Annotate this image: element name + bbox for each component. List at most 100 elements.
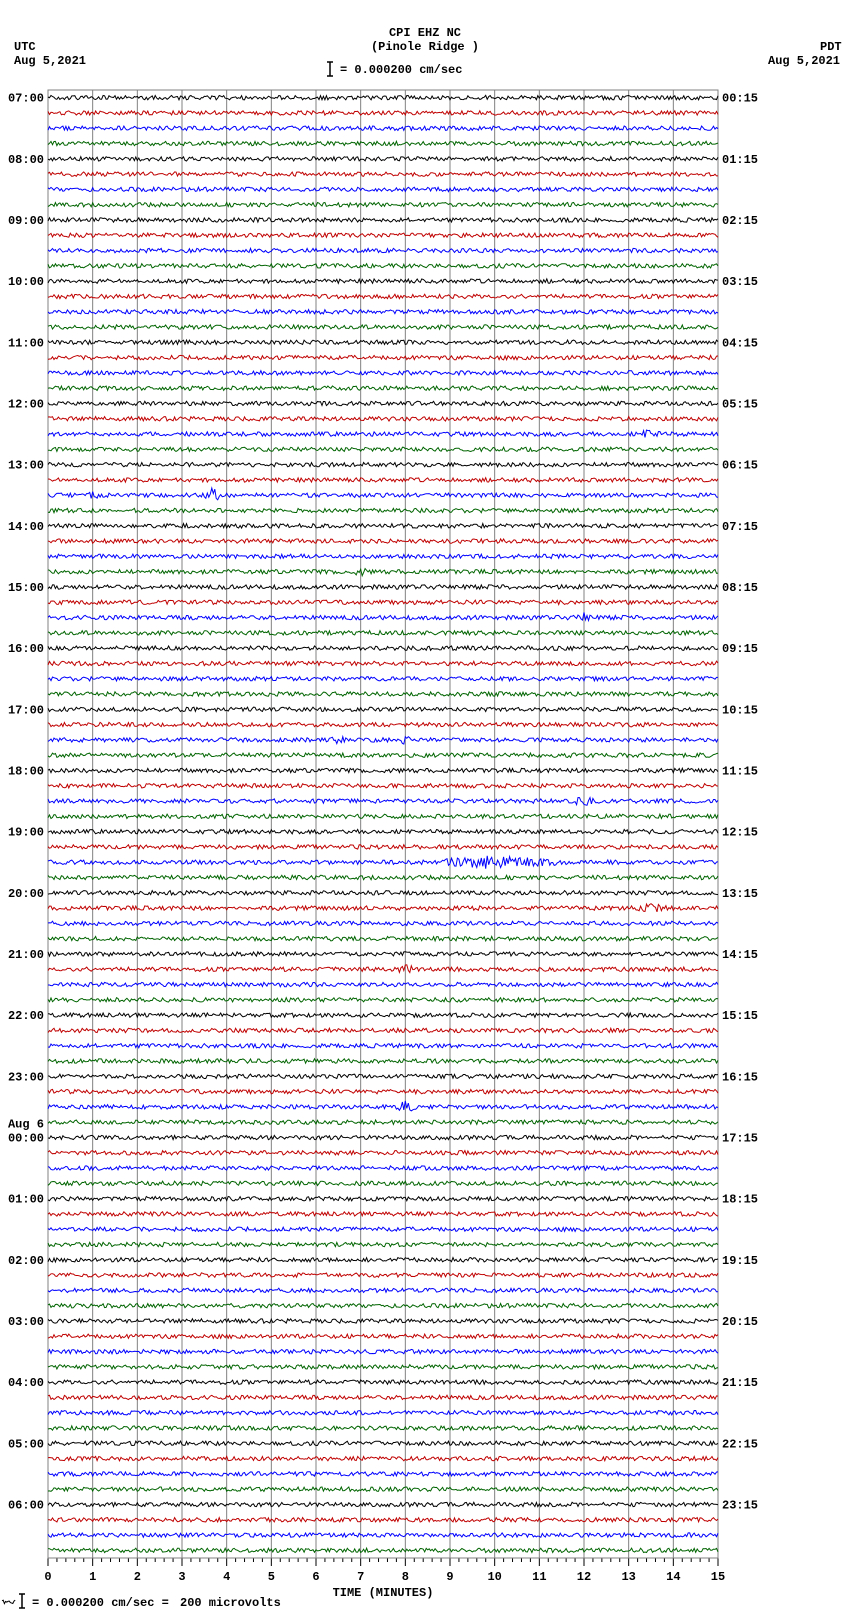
x-tick-label: 11 bbox=[532, 1570, 546, 1584]
left-hour-label: 13:00 bbox=[8, 459, 44, 473]
x-tick-label: 2 bbox=[134, 1570, 141, 1584]
seismic-trace bbox=[48, 1197, 718, 1201]
footer-noise-icon bbox=[2, 1600, 15, 1603]
left-hour-label: 20:00 bbox=[8, 887, 44, 901]
right-hour-label: 19:15 bbox=[722, 1254, 758, 1268]
seismic-trace bbox=[48, 965, 718, 973]
seismic-trace bbox=[48, 401, 718, 405]
seismic-trace bbox=[48, 141, 718, 145]
seismic-trace bbox=[48, 631, 718, 635]
seismic-trace bbox=[48, 1013, 718, 1017]
station-label: CPI EHZ NC bbox=[389, 26, 461, 40]
seismic-trace bbox=[48, 998, 718, 1002]
plot-frame bbox=[48, 90, 718, 1558]
scale-label: = 0.000200 cm/sec bbox=[340, 63, 462, 77]
left-hour-label: 12:00 bbox=[8, 397, 44, 411]
date-right-label: Aug 5,2021 bbox=[768, 54, 840, 68]
seismic-trace bbox=[48, 921, 718, 925]
seismic-trace bbox=[48, 875, 718, 879]
seismic-trace bbox=[48, 891, 718, 895]
seismic-trace bbox=[48, 554, 718, 558]
seismic-trace bbox=[48, 1548, 718, 1552]
x-axis-label: TIME (MINUTES) bbox=[333, 1586, 434, 1600]
left-hour-label: 04:00 bbox=[8, 1376, 44, 1390]
right-hour-label: 01:15 bbox=[722, 153, 758, 167]
location-label: (Pinole Ridge ) bbox=[371, 40, 479, 54]
seismic-trace bbox=[48, 233, 718, 237]
x-tick-label: 12 bbox=[577, 1570, 591, 1584]
left-hour-label: 08:00 bbox=[8, 153, 44, 167]
left-hour-label: 19:00 bbox=[8, 826, 44, 840]
seismic-trace bbox=[48, 430, 718, 437]
seismic-trace bbox=[48, 264, 718, 268]
left-hour-label: 17:00 bbox=[8, 703, 44, 717]
right-hour-label: 11:15 bbox=[722, 764, 758, 778]
right-hour-label: 06:15 bbox=[722, 459, 758, 473]
right-hour-label: 18:15 bbox=[722, 1193, 758, 1207]
left-hour-label: 06:00 bbox=[8, 1498, 44, 1512]
right-hour-label: 15:15 bbox=[722, 1009, 758, 1023]
x-tick-label: 0 bbox=[44, 1570, 51, 1584]
x-tick-label: 13 bbox=[621, 1570, 635, 1584]
seismic-trace bbox=[48, 1120, 718, 1124]
seismic-trace bbox=[48, 1135, 718, 1139]
seismic-trace bbox=[48, 784, 718, 788]
seismic-trace bbox=[48, 646, 718, 650]
left-hour-label: 18:00 bbox=[8, 764, 44, 778]
right-hour-label: 08:15 bbox=[722, 581, 758, 595]
seismic-trace bbox=[48, 172, 718, 176]
right-hour-label: 00:15 bbox=[722, 92, 758, 106]
seismic-trace bbox=[48, 1365, 718, 1369]
x-tick-label: 15 bbox=[711, 1570, 725, 1584]
seismic-trace bbox=[48, 294, 718, 298]
seismic-trace bbox=[48, 1101, 718, 1111]
left-hour-label: 21:00 bbox=[8, 948, 44, 962]
seismogram-svg: CPI EHZ NC(Pinole Ridge ) = 0.000200 cm/s… bbox=[0, 0, 850, 1613]
seismic-trace bbox=[48, 1151, 718, 1155]
seismic-trace bbox=[48, 462, 718, 466]
seismic-trace bbox=[48, 1166, 718, 1170]
x-tick-label: 14 bbox=[666, 1570, 680, 1584]
seismic-trace bbox=[48, 814, 718, 818]
left-hour-label: 11:00 bbox=[8, 336, 44, 350]
right-hour-label: 17:15 bbox=[722, 1131, 758, 1145]
x-tick-label: 5 bbox=[268, 1570, 275, 1584]
date-left-label: Aug 5,2021 bbox=[14, 54, 86, 68]
seismic-trace bbox=[48, 1181, 718, 1185]
x-tick-label: 1 bbox=[89, 1570, 96, 1584]
seismic-trace bbox=[48, 95, 718, 99]
seismic-trace bbox=[48, 768, 718, 772]
tz-left-label: UTC bbox=[14, 40, 36, 54]
date-break-label: Aug 6 bbox=[8, 1117, 44, 1131]
right-hour-label: 07:15 bbox=[722, 520, 758, 534]
right-hour-label: 10:15 bbox=[722, 703, 758, 717]
seismic-trace bbox=[48, 737, 718, 744]
x-tick-label: 7 bbox=[357, 1570, 364, 1584]
seismic-trace bbox=[48, 600, 718, 604]
seismic-trace bbox=[48, 539, 718, 543]
seismic-trace bbox=[48, 1411, 718, 1415]
seismic-trace bbox=[48, 524, 718, 528]
left-hour-label: 09:00 bbox=[8, 214, 44, 228]
seismic-trace bbox=[48, 1212, 718, 1216]
left-hour-label: 22:00 bbox=[8, 1009, 44, 1023]
left-hour-label: 10:00 bbox=[8, 275, 44, 289]
seismic-trace bbox=[48, 982, 718, 986]
left-hour-label: 16:00 bbox=[8, 642, 44, 656]
seismic-trace bbox=[48, 722, 718, 726]
seismic-trace bbox=[48, 1472, 718, 1476]
right-hour-label: 13:15 bbox=[722, 887, 758, 901]
seismic-trace bbox=[48, 1426, 718, 1430]
right-hour-label: 12:15 bbox=[722, 826, 758, 840]
seismic-trace bbox=[48, 1074, 718, 1078]
seismic-trace bbox=[48, 612, 718, 620]
x-tick-label: 8 bbox=[402, 1570, 409, 1584]
seismic-trace bbox=[48, 187, 718, 191]
x-tick-label: 6 bbox=[312, 1570, 319, 1584]
seismic-trace bbox=[48, 1227, 718, 1231]
seismic-trace bbox=[48, 126, 718, 130]
x-tick-label: 9 bbox=[446, 1570, 453, 1584]
seismic-trace bbox=[48, 386, 718, 390]
seismic-trace bbox=[48, 203, 718, 207]
seismic-trace bbox=[48, 371, 718, 375]
